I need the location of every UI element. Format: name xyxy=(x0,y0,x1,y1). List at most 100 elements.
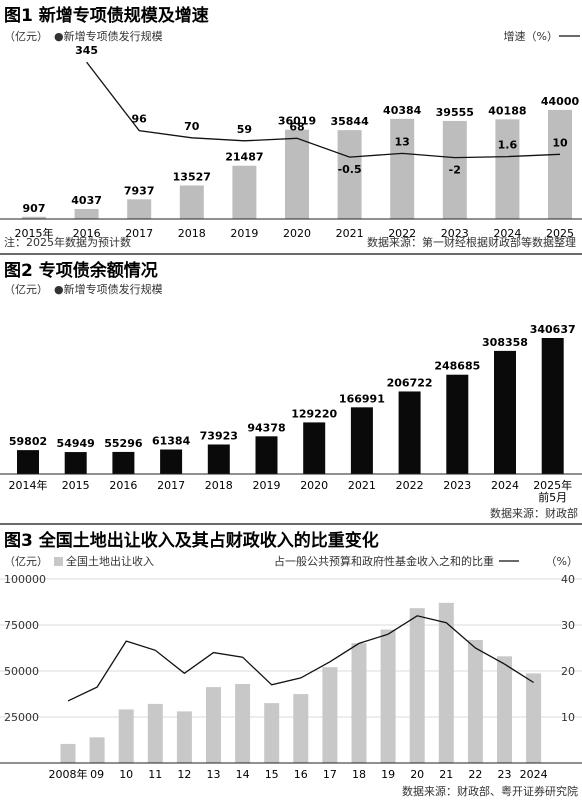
chart3-legend-bar-swatch xyxy=(54,557,63,566)
chart2-bar-11 xyxy=(541,338,564,474)
chart1-bar-10 xyxy=(548,109,572,219)
chart2-title: 图2 专项债余额情况 xyxy=(4,260,158,281)
chart2-value-label-0: 59802 xyxy=(9,435,47,448)
chart1-unit-left: （亿元） xyxy=(4,30,48,43)
chart1-value-label-1: 4037 xyxy=(71,194,102,207)
chart3-y-tick-3: 25000 xyxy=(4,711,39,724)
chart2-unit-left: （亿元） xyxy=(4,283,48,296)
chart1-growth-label-3: 70 xyxy=(184,120,200,133)
chart3-bar-4 xyxy=(176,711,192,763)
chart2-bar-2 xyxy=(112,451,135,474)
chart2-bar-8 xyxy=(398,391,421,474)
chart3-bar-2 xyxy=(118,709,134,763)
chart1-bar-9 xyxy=(495,119,520,219)
chart1-tick-6: 2021 xyxy=(336,227,364,240)
chart2-tick-3: 2017 xyxy=(157,479,185,492)
chart3-y2-tick-0: 40 xyxy=(561,573,575,586)
chart1-bar-0 xyxy=(22,216,46,219)
chart3-bar-0 xyxy=(60,743,76,763)
chart3-tick-3: 11 xyxy=(148,768,162,781)
chart1-tick-9: 2024 xyxy=(493,227,521,240)
chart1-value-label-8: 39555 xyxy=(436,106,474,119)
chart3-bar-6 xyxy=(235,683,251,763)
chart3-y2-tick-3: 10 xyxy=(561,711,575,724)
chart3-bar-12 xyxy=(409,608,425,763)
chart3-tick-5: 13 xyxy=(207,768,221,781)
chart3-y-tick-0: 100000 xyxy=(4,573,46,586)
chart3-tick-0: 2008年 xyxy=(49,767,88,781)
chart2-bar-6 xyxy=(303,422,326,474)
chart1-tick-4: 2019 xyxy=(230,227,258,240)
chart2-bar-4 xyxy=(207,444,230,474)
chart3-tick-12: 20 xyxy=(410,768,424,781)
chart2-bar-10 xyxy=(494,350,516,474)
chart3-bar-15 xyxy=(497,656,512,763)
chart2-value-label-9: 248685 xyxy=(434,360,480,373)
chart1-bar-1 xyxy=(74,208,99,219)
chart2-bar-7 xyxy=(350,407,373,474)
chart1-value-label-9: 40188 xyxy=(488,104,526,117)
chart2-value-label-11: 340637 xyxy=(530,323,576,336)
chart2-tick-2: 2016 xyxy=(109,479,137,492)
chart1-tick-3: 2018 xyxy=(178,227,206,240)
chart3-bar-5 xyxy=(206,687,221,763)
chart1-value-label-5: 36019 xyxy=(278,115,316,128)
chart2-bar-0 xyxy=(17,450,39,474)
chart3-bar-3 xyxy=(147,703,163,763)
chart3-y-tick-1: 75000 xyxy=(4,619,39,632)
chart3-tick-13: 21 xyxy=(439,768,453,781)
chart2-value-label-3: 61384 xyxy=(152,434,191,447)
chart3-bar-7 xyxy=(264,703,280,763)
chart2-value-label-1: 54949 xyxy=(57,437,95,450)
chart1: 图1 新增专项债规模及增速 （亿元） ●新增专项债发行规模 增速（%） 907 4… xyxy=(0,5,582,249)
chart2-value-label-7: 166991 xyxy=(339,392,385,405)
chart2-tick-9: 2023 xyxy=(443,479,471,492)
chart2-tick-sublabel: 前5月 xyxy=(538,490,567,504)
chart1-growth-label-10: 10 xyxy=(552,136,568,149)
chart1-growth-label-7: 13 xyxy=(395,135,410,148)
chart3-title: 图3 全国土地出让收入及其占财政收入的比重变化 xyxy=(4,530,379,551)
chart1-bar-8 xyxy=(442,120,467,219)
chart2-tick-1: 2015 xyxy=(62,479,90,492)
chart3-unit-left: （亿元） xyxy=(4,555,48,568)
chart2-value-label-8: 206722 xyxy=(387,376,433,389)
chart1-bar-4 xyxy=(232,165,257,219)
chart2-source: 数据来源：财政部 xyxy=(490,506,578,520)
chart1-bar-5 xyxy=(285,129,309,219)
chart2-bar-3 xyxy=(160,449,183,474)
chart3-tick-15: 23 xyxy=(498,768,512,781)
chart3-y2-tick-2: 20 xyxy=(561,665,575,678)
chart3-tick-14: 22 xyxy=(468,768,482,781)
chart1-value-label-4: 21487 xyxy=(225,151,263,164)
chart1-value-label-7: 40384 xyxy=(383,104,422,117)
chart3-tick-2: 10 xyxy=(119,768,133,781)
chart2-value-label-6: 129220 xyxy=(291,407,337,420)
chart1-growth-label-2: 96 xyxy=(132,113,148,126)
chart2-tick-5: 2019 xyxy=(253,479,281,492)
chart2-tick-11: 2025年 xyxy=(533,478,572,492)
chart1-bar-3 xyxy=(179,185,204,219)
chart1-growth-label-6: -0.5 xyxy=(338,163,362,176)
chart3-bar-8 xyxy=(293,694,309,763)
chart3-unit-right: （%） xyxy=(546,555,578,568)
chart2-tick-0: 2014年 xyxy=(9,478,48,492)
chart1-source: 数据来源：第一财经根据财政部等数据整理 xyxy=(367,235,576,249)
chart3-bar-9 xyxy=(322,667,338,763)
chart1-tick-7: 2022 xyxy=(388,227,416,240)
chart2-bar-5 xyxy=(255,436,278,474)
chart3-bar-14 xyxy=(467,639,483,763)
chart1-bar-7 xyxy=(390,118,415,219)
chart3-tick-6: 14 xyxy=(236,768,250,781)
chart3-tick-9: 17 xyxy=(323,768,337,781)
chart3-bar-1 xyxy=(89,737,105,763)
chart1-tick-0: 2015年 xyxy=(15,226,54,240)
chart1-title: 图1 新增专项债规模及增速 xyxy=(4,5,209,26)
chart2-bar-9 xyxy=(446,374,469,474)
chart3-bar-11 xyxy=(380,629,396,763)
chart2-value-label-10: 308358 xyxy=(482,336,528,349)
chart2-legend: ●新增专项债发行规模 xyxy=(54,282,163,296)
chart1-value-label-2: 7937 xyxy=(124,184,155,197)
chart1-value-label-10: 44000 xyxy=(541,95,580,108)
chart3-tick-1: 09 xyxy=(90,768,104,781)
